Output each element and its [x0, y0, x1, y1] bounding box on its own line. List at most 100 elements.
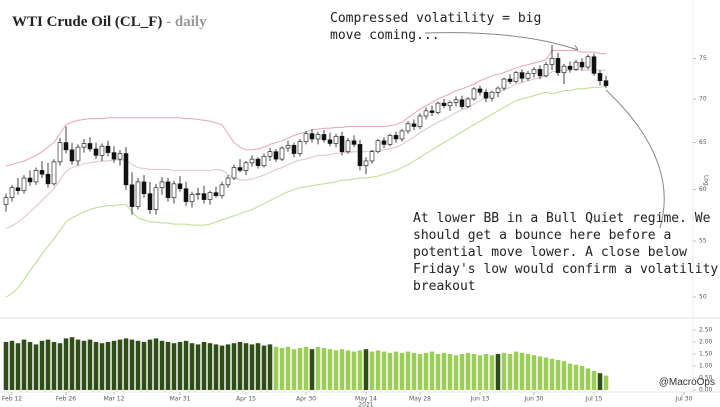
candle-body	[249, 158, 255, 164]
bar	[339, 349, 345, 390]
y-tick-label: 50	[699, 294, 707, 301]
bar	[111, 340, 117, 390]
bar	[279, 348, 285, 390]
y-axis-label: Log	[703, 175, 710, 186]
annotation-line: Friday's low would confirm a volatility	[413, 262, 718, 277]
bar	[81, 340, 87, 390]
bar	[393, 351, 399, 390]
candle-body	[123, 153, 129, 186]
middle-band	[5, 68, 606, 229]
lower-band	[5, 85, 607, 298]
candle-body	[333, 135, 339, 144]
candle-body	[555, 58, 561, 73]
candle-body	[81, 143, 87, 148]
candle-body	[549, 58, 555, 65]
candle-body	[315, 134, 321, 140]
y-tick-label: 55	[699, 237, 707, 244]
candle-body	[477, 88, 483, 93]
bar	[405, 351, 411, 390]
candle-body	[459, 99, 465, 107]
candle-body	[213, 192, 219, 196]
x-tick-label: Feb 26	[56, 396, 76, 403]
bar	[351, 351, 357, 390]
candle-body	[195, 193, 201, 195]
annotation-line: should get a bounce here before a	[413, 228, 671, 243]
bar	[525, 354, 531, 390]
bar	[219, 345, 225, 390]
candle-body	[519, 72, 525, 79]
bar	[597, 373, 603, 390]
bar	[513, 351, 519, 390]
bar	[285, 346, 291, 390]
candle-body	[525, 73, 531, 79]
bar	[603, 375, 609, 390]
bar	[483, 354, 489, 390]
bar	[585, 368, 591, 390]
bar	[309, 349, 315, 390]
candle-body	[165, 181, 171, 198]
bar	[423, 352, 429, 390]
candle-body	[219, 184, 225, 196]
x-tick-label: Mar 12	[104, 396, 125, 403]
candle-body	[597, 73, 603, 82]
bar	[315, 346, 321, 390]
candle-body	[129, 184, 135, 207]
candle-body	[255, 158, 261, 166]
bar	[333, 350, 339, 390]
candle-body	[147, 193, 153, 210]
y-tick-label: 0.50	[699, 375, 713, 382]
candle-body	[135, 181, 141, 207]
candle-body	[57, 142, 63, 163]
bar	[531, 355, 537, 390]
candle-body	[531, 69, 537, 74]
x-tick-label: Jul 30	[675, 396, 693, 403]
bar	[453, 355, 459, 390]
bar	[237, 342, 243, 390]
candle-body	[87, 143, 93, 150]
candle-body	[489, 91, 495, 99]
subtitle-text: - daily	[166, 14, 207, 30]
candle-body	[585, 56, 591, 68]
bar	[249, 344, 255, 390]
y-tick-label: 1.50	[699, 351, 713, 358]
candle-body	[393, 135, 399, 140]
bar	[105, 342, 111, 390]
x-tick-label: Apr 15	[236, 396, 256, 403]
bar	[387, 352, 393, 390]
bar	[537, 356, 543, 390]
bar	[567, 363, 573, 390]
bar	[435, 354, 441, 390]
y-tick-label: 60	[699, 186, 707, 193]
bar	[381, 351, 387, 390]
bar	[195, 344, 201, 390]
candle-body	[51, 161, 57, 185]
annotation-line: Compressed volatility = big	[330, 11, 541, 26]
bar	[189, 343, 195, 390]
bar	[471, 354, 477, 390]
bar	[363, 349, 369, 390]
bar	[267, 344, 273, 390]
bar	[555, 360, 561, 390]
candle-body	[267, 151, 273, 157]
watermark: @MacroOps	[659, 377, 715, 388]
bar	[411, 352, 417, 390]
plot: 50 55 60 65 70 75 0.00 0.50 1.00 1.50 2.00 2.50 Feb …	[2, 45, 713, 407]
bar	[123, 338, 129, 390]
candle-body	[99, 145, 105, 156]
bar	[519, 352, 525, 390]
candle-body	[507, 78, 513, 82]
bar	[495, 354, 501, 390]
bar	[147, 339, 153, 390]
candle-body	[447, 102, 453, 107]
bar	[45, 339, 51, 390]
x-tick-label: Apr 30	[296, 396, 316, 403]
bar	[129, 339, 135, 390]
bar	[327, 349, 333, 390]
bar	[21, 339, 27, 390]
bar	[153, 338, 159, 390]
candle-body	[543, 64, 549, 77]
candle-body	[399, 130, 405, 140]
candle-body	[297, 141, 303, 154]
bar	[3, 342, 9, 390]
candle-body	[465, 98, 471, 107]
